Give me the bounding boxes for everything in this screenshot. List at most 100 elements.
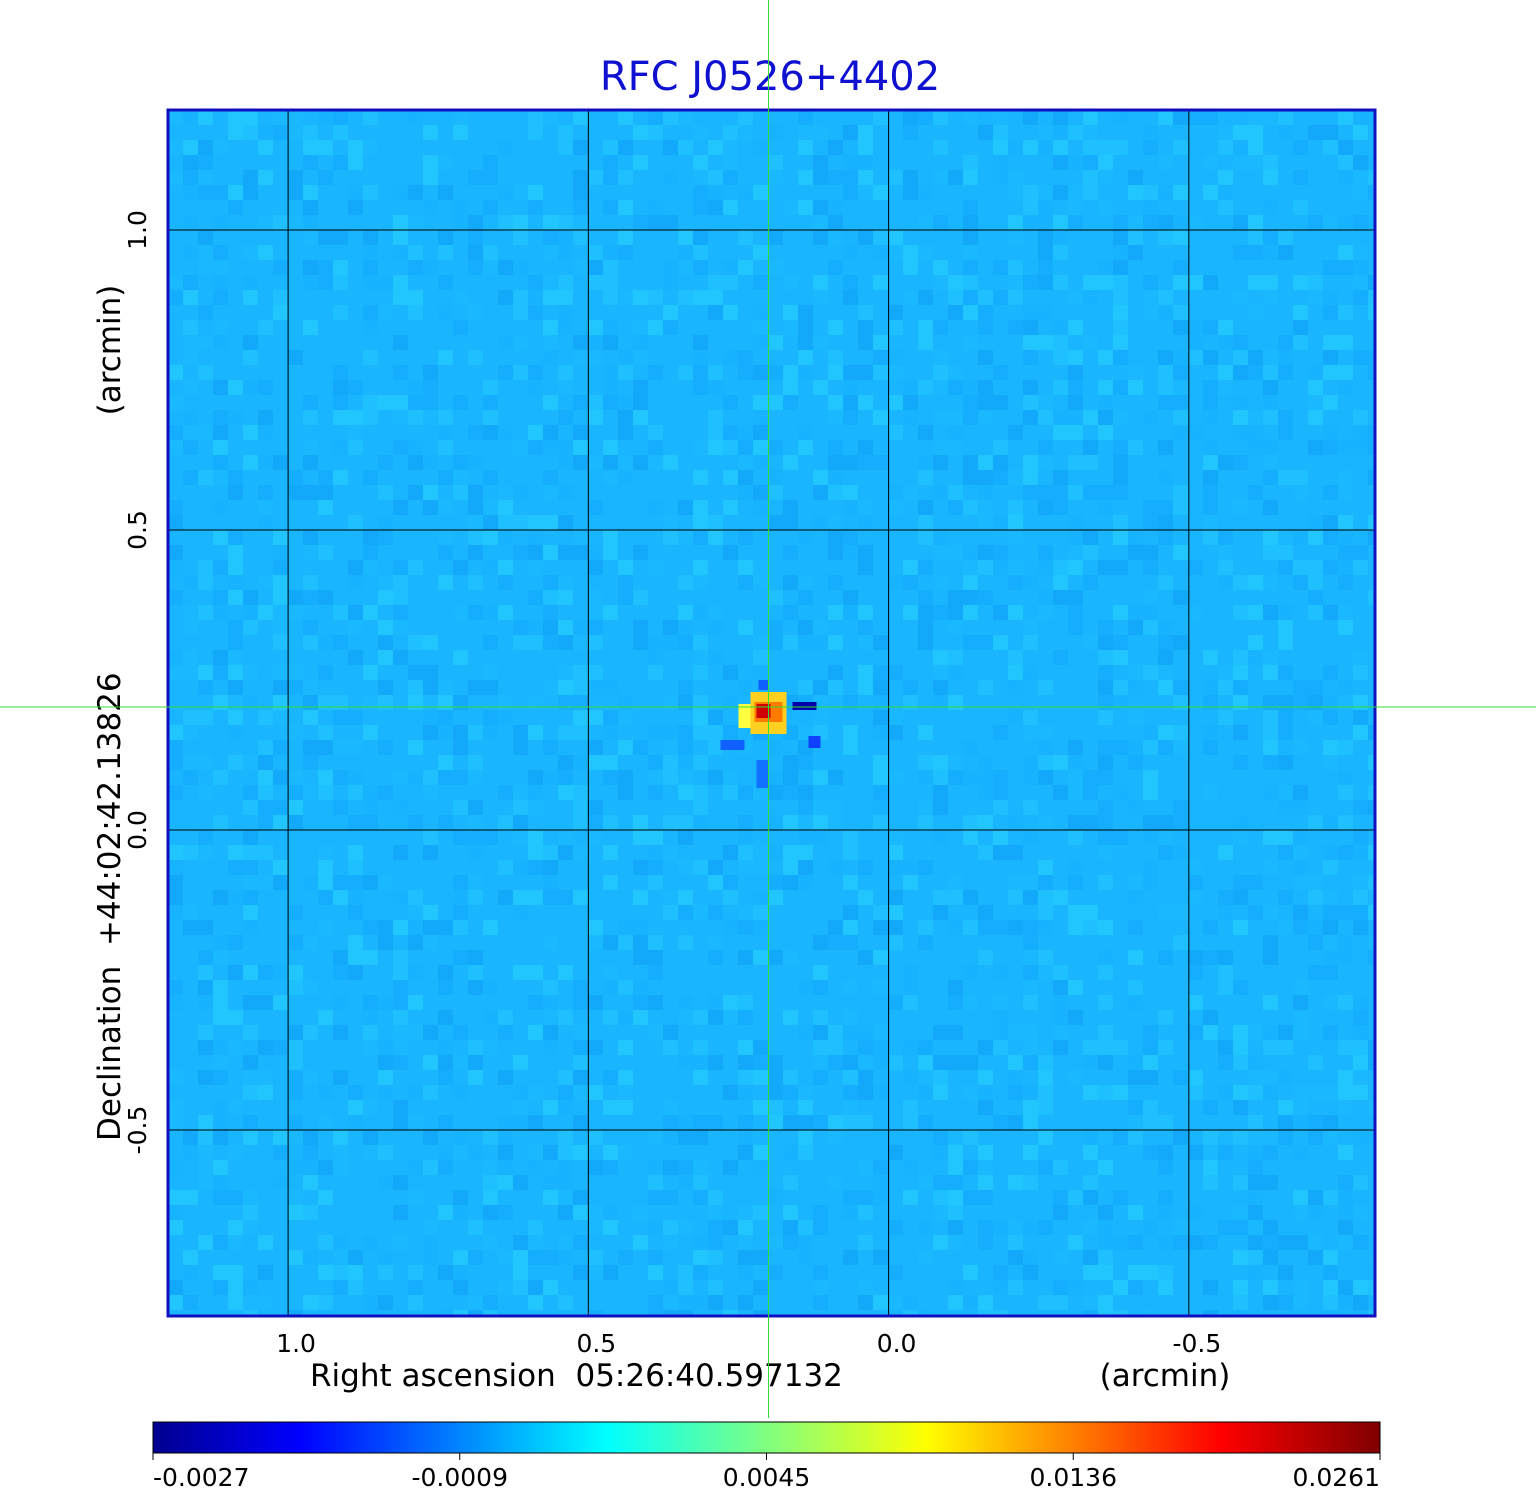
noise-cell (603, 155, 618, 170)
colorbar-tick-labels: -0.0027 -0.0009 0.0045 0.0136 0.0261 (152, 1453, 1381, 1492)
noise-cell (288, 125, 303, 140)
noise-cell (948, 275, 963, 290)
noise-cell (978, 680, 993, 695)
noise-cell (813, 1280, 828, 1295)
noise-cell (168, 1280, 183, 1295)
noise-cell (828, 200, 843, 215)
noise-cell (1068, 200, 1083, 215)
noise-cell (468, 980, 483, 995)
noise-cell (1248, 1190, 1263, 1205)
noise-cell (948, 1220, 963, 1235)
noise-cell (948, 1160, 963, 1175)
noise-cell (813, 710, 828, 725)
noise-cell (1173, 275, 1188, 290)
noise-cell (858, 500, 873, 515)
noise-cell (918, 605, 933, 620)
noise-cell (993, 845, 1008, 860)
noise-cell (1308, 695, 1323, 710)
noise-cell (273, 695, 288, 710)
noise-cell (1173, 695, 1188, 710)
noise-cell (1008, 815, 1023, 830)
noise-cell (828, 1040, 843, 1055)
noise-cell (423, 125, 438, 140)
noise-cell (513, 545, 528, 560)
noise-cell (303, 680, 318, 695)
noise-cell (1128, 1070, 1143, 1085)
noise-cell (228, 470, 243, 485)
noise-cell (768, 365, 783, 380)
noise-cell (243, 845, 258, 860)
noise-cell (1293, 1100, 1308, 1115)
noise-cell (1023, 995, 1038, 1010)
noise-cell (1293, 1235, 1308, 1250)
noise-cell (183, 1250, 198, 1265)
noise-cell (603, 335, 618, 350)
noise-cell (423, 1025, 438, 1040)
noise-cell (798, 1145, 813, 1160)
noise-cell (1143, 770, 1158, 785)
noise-cell (258, 755, 273, 770)
noise-cell (753, 920, 768, 935)
noise-cell (1083, 1145, 1098, 1160)
noise-cell (768, 950, 783, 965)
noise-cell (1173, 110, 1188, 125)
noise-cell (1353, 110, 1368, 125)
noise-cell (513, 785, 528, 800)
noise-cell (978, 590, 993, 605)
noise-cell (753, 320, 768, 335)
noise-cell (1158, 830, 1173, 845)
noise-cell (408, 1160, 423, 1175)
noise-cell (393, 1115, 408, 1130)
noise-cell (723, 770, 738, 785)
noise-cell (1143, 125, 1158, 140)
noise-cell (303, 1070, 318, 1085)
noise-cell (378, 1145, 393, 1160)
noise-cell (513, 1175, 528, 1190)
noise-cell (1053, 1295, 1068, 1310)
noise-cell (1053, 215, 1068, 230)
noise-cell (843, 275, 858, 290)
noise-cell (453, 470, 468, 485)
noise-cell (618, 1070, 633, 1085)
noise-cell (783, 575, 798, 590)
noise-cell (228, 935, 243, 950)
noise-cell (1098, 635, 1113, 650)
noise-cell (213, 1130, 228, 1145)
noise-cell (588, 665, 603, 680)
noise-cell (813, 275, 828, 290)
noise-cell (528, 1145, 543, 1160)
noise-cell (438, 185, 453, 200)
noise-cell (1278, 1070, 1293, 1085)
noise-cell (498, 695, 513, 710)
noise-cell (528, 545, 543, 560)
noise-cell (948, 380, 963, 395)
noise-cell (1068, 815, 1083, 830)
noise-cell (1173, 905, 1188, 920)
noise-cell (1188, 425, 1203, 440)
noise-cell (1128, 245, 1143, 260)
noise-cell (888, 710, 903, 725)
noise-cell (858, 620, 873, 635)
noise-cell (648, 1265, 663, 1280)
noise-cell (1203, 410, 1218, 425)
noise-cell (858, 515, 873, 530)
noise-cell (783, 1070, 798, 1085)
noise-cell (1308, 215, 1323, 230)
noise-cell (543, 740, 558, 755)
noise-cell (633, 410, 648, 425)
noise-cell (1173, 230, 1188, 245)
noise-cell (1203, 185, 1218, 200)
noise-cell (528, 365, 543, 380)
noise-cell (948, 1145, 963, 1160)
noise-cell (933, 1175, 948, 1190)
noise-cell (933, 785, 948, 800)
noise-cell (978, 1190, 993, 1205)
noise-cell (1278, 755, 1293, 770)
noise-cell (258, 845, 273, 860)
noise-cell (723, 845, 738, 860)
y-tick-label: -0.5 (123, 1106, 152, 1155)
noise-cell (483, 260, 498, 275)
noise-cell (273, 215, 288, 230)
noise-cell (1278, 1235, 1293, 1250)
noise-cell (1128, 1055, 1143, 1070)
